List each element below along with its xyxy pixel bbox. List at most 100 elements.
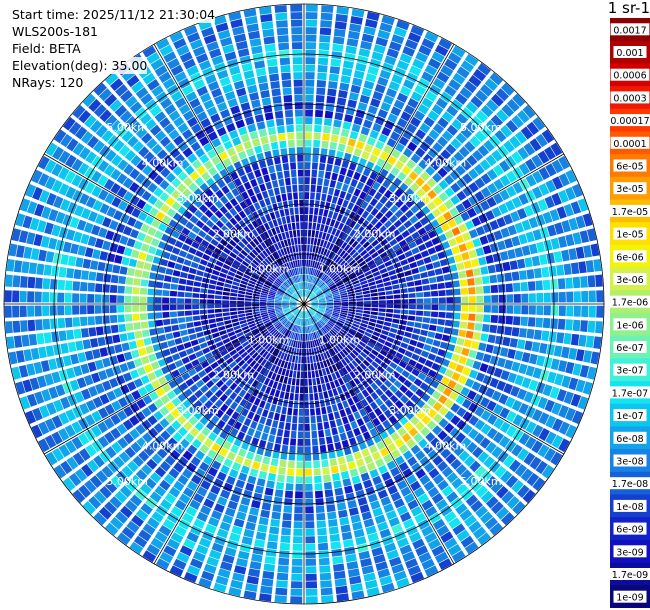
azimuth-line [153,43,305,305]
range-label: 1.00km [319,263,361,276]
ray [274,311,304,603]
colorbar-label: 6e-05 [616,162,643,173]
ray [311,198,589,302]
ray [309,308,536,503]
ray [290,311,304,604]
ray [5,274,297,304]
ray [25,306,298,425]
colorbar-label: 6e-06 [616,252,643,263]
range-label: 2.00km [213,369,255,382]
ray [308,309,491,546]
ray [11,305,297,380]
range-label: 3.00km [177,192,219,205]
range-label: 4.00km [142,157,184,170]
ray [117,309,300,546]
ray [82,309,299,515]
colorbar-label: 1e-08 [616,502,643,513]
ray [311,306,593,395]
ray [45,142,298,301]
colorbar-label: 3e-08 [616,457,643,468]
colorbar-label-bg [610,114,650,127]
colorbar-label-bg [613,46,647,58]
ray [308,72,503,299]
ray [307,310,466,563]
colorbar-label: 0.00017 [610,116,649,127]
colorbar-label-bg [613,522,647,535]
colorbar-label: 6e-09 [616,525,643,536]
ray [19,198,297,302]
ray [311,306,589,410]
ray [19,306,297,410]
colorbar-label-bg [613,159,647,172]
colorbar-label: 3e-09 [616,547,643,558]
range-label: 1.00km [248,263,290,276]
colorbar-label: 1.7e-09 [612,570,648,581]
colorbar-label-bg [610,23,650,36]
colorbar-label-bg [613,250,647,263]
elevation: Elevation(deg): 35.00 [12,57,148,74]
colorbar-label: 1.7e-06 [612,298,648,309]
ray [6,259,297,304]
ray [310,183,583,302]
colorbar-label: 3e-05 [616,184,643,195]
ray [306,311,410,589]
ray [310,307,563,466]
ray [308,62,491,299]
colorbar-label: 3e-07 [616,366,643,377]
ray [311,228,597,303]
colorbar-label: 3e-06 [616,275,643,286]
ray [310,306,583,425]
ray [307,38,453,298]
ray [310,307,577,439]
ray [11,228,297,303]
ray [183,310,302,583]
ppi-plot: 1.00km 1.00km 1.00km 1.00km 2.00km 2.00km 2.00… [3,3,605,605]
ray [305,8,365,297]
ray [274,5,304,297]
colorbar-label: 1e-07 [616,411,643,422]
ray [198,19,302,297]
azimuth-line [303,43,455,305]
ray [311,259,602,304]
range-label: 5.00km [106,475,148,488]
ray [309,309,515,526]
ray [307,310,439,577]
range-label: 1.00km [248,333,290,346]
ray [8,305,297,365]
ray [307,310,453,570]
colorbar-label-bg [610,477,650,490]
ray [311,304,603,334]
ray [307,45,466,298]
ray [306,15,395,297]
azimuth-line [303,303,565,455]
ray [310,169,577,301]
ray [213,311,302,593]
colorbar-label: 1e-05 [616,230,643,241]
colorbar-label-bg [613,341,647,353]
colorbar-label: 1e-09 [616,593,643,604]
ray [311,290,604,304]
ray [308,53,479,298]
ray [155,310,301,570]
colorbar-label-bg [613,227,647,240]
field-name: Field: BETA [12,40,81,57]
ray [142,310,301,563]
colorbar-label-bg [610,136,650,149]
colorbar-label-bg [610,295,650,308]
ray [25,183,298,302]
ray [304,311,318,604]
colorbar-label-bg [613,499,647,512]
ray [5,304,297,334]
colorbar-label-bg [613,318,647,331]
ray [62,308,299,491]
colorbar-label-bg [610,386,650,399]
ray [305,311,380,597]
ray [4,290,297,304]
ray [290,4,304,297]
colorbar-label-bg [613,545,647,558]
range-label: 3.00km [389,404,431,417]
ray [308,309,503,536]
colorbar-label-bg [613,273,647,285]
range-labels: 1.00km 1.00km 1.00km 1.00km 2.00km 2.00km 2.00… [106,121,501,488]
start-time: Start time: 2025/11/12 21:30:04 [12,6,216,23]
